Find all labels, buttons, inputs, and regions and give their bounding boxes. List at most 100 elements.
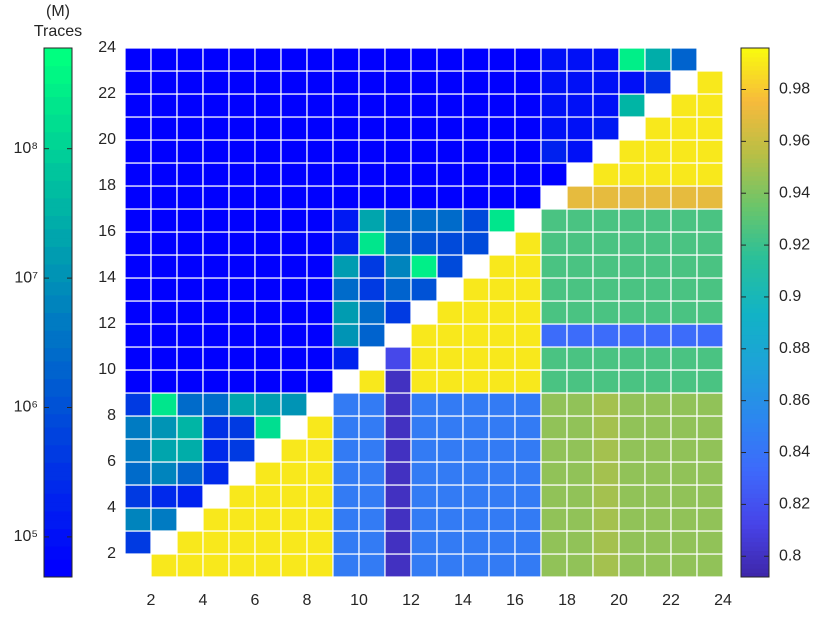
colorbar-band bbox=[44, 321, 72, 327]
colorbar-band bbox=[741, 316, 769, 322]
colorbar-band bbox=[741, 136, 769, 142]
heatmap-cell bbox=[228, 323, 256, 348]
heatmap-cell bbox=[566, 231, 594, 256]
colorbar-band bbox=[741, 387, 769, 393]
heatmap-cell bbox=[618, 185, 646, 210]
heatmap-cell bbox=[150, 93, 178, 118]
heatmap-cell bbox=[202, 323, 230, 348]
heatmap-cell bbox=[228, 369, 256, 394]
heatmap-cell bbox=[696, 116, 724, 141]
heatmap-cell bbox=[150, 70, 178, 95]
colorbar-band bbox=[44, 383, 72, 388]
heatmap-cell bbox=[696, 70, 724, 95]
heatmap-cell bbox=[462, 415, 490, 440]
heatmap-cell bbox=[540, 139, 568, 164]
heatmap-cell bbox=[462, 300, 490, 325]
colorbar-band bbox=[44, 488, 72, 494]
heatmap-cell bbox=[384, 300, 412, 325]
colorbar-band bbox=[44, 202, 72, 208]
y-tick-label: 18 bbox=[98, 177, 116, 194]
heatmap-cell bbox=[618, 254, 646, 279]
heatmap-cell bbox=[514, 116, 542, 141]
colorbar-band bbox=[741, 369, 769, 375]
heatmap-cell bbox=[332, 553, 360, 578]
heatmap-cell bbox=[488, 438, 516, 463]
colorbar-band bbox=[741, 325, 769, 331]
colorbar-band bbox=[741, 444, 769, 450]
heatmap-cell bbox=[514, 507, 542, 532]
heatmap-cell bbox=[254, 70, 282, 95]
colorbar-band bbox=[741, 431, 769, 437]
colorbar-band bbox=[741, 484, 769, 490]
colorbar-band bbox=[44, 515, 72, 521]
heatmap-cell bbox=[514, 70, 542, 95]
colorbar-band bbox=[44, 228, 72, 234]
heatmap-cell bbox=[176, 185, 204, 210]
heatmap-cell bbox=[670, 346, 698, 371]
heatmap-cell bbox=[540, 208, 568, 233]
colorbar-band bbox=[44, 365, 72, 371]
colorbar-band bbox=[741, 233, 769, 239]
heatmap-cell bbox=[670, 415, 698, 440]
heatmap-cell bbox=[436, 323, 464, 348]
colorbar-band bbox=[44, 286, 72, 291]
colorbar-band bbox=[741, 338, 769, 344]
colorbar-band bbox=[741, 189, 769, 194]
colorbar-band bbox=[741, 440, 769, 446]
colorbar-band bbox=[44, 559, 72, 565]
heatmap-cell bbox=[254, 553, 282, 578]
x-tick-label: 16 bbox=[506, 592, 524, 609]
colorbar-band bbox=[741, 153, 769, 159]
heatmap-cell bbox=[436, 530, 464, 555]
heatmap-cell bbox=[124, 392, 152, 417]
colorbar-band bbox=[44, 56, 72, 62]
heatmap-cell bbox=[280, 231, 308, 256]
heatmap-cell bbox=[514, 277, 542, 302]
heatmap-cell bbox=[124, 185, 152, 210]
heatmap-cell bbox=[384, 70, 412, 95]
heatmap-cell bbox=[540, 231, 568, 256]
heatmap-cell bbox=[228, 208, 256, 233]
heatmap-cell bbox=[488, 300, 516, 325]
x-tick-label: 2 bbox=[147, 592, 156, 609]
heatmap-cell bbox=[488, 254, 516, 279]
heatmap-cell bbox=[644, 323, 672, 348]
heatmap-cell bbox=[410, 208, 438, 233]
heatmap-cell bbox=[228, 392, 256, 417]
heatmap-cell bbox=[540, 484, 568, 509]
heatmap-cell bbox=[176, 438, 204, 463]
heatmap-cell bbox=[228, 415, 256, 440]
heatmap-cell bbox=[488, 185, 516, 210]
heatmap-cell bbox=[202, 162, 230, 187]
colorbar-band bbox=[741, 488, 769, 494]
colorbar-band bbox=[741, 506, 769, 512]
heatmap-cell bbox=[176, 277, 204, 302]
colorbar-band bbox=[741, 277, 769, 283]
heatmap-cell bbox=[202, 47, 230, 72]
heatmap-cell bbox=[696, 139, 724, 164]
heatmap-cell bbox=[150, 231, 178, 256]
colorbar-band bbox=[44, 537, 72, 543]
colorbar-band bbox=[741, 202, 769, 208]
heatmap-cell bbox=[124, 139, 152, 164]
heatmap-cell bbox=[280, 553, 308, 578]
heatmap-cell bbox=[514, 93, 542, 118]
colorbar-band bbox=[44, 211, 72, 217]
heatmap-cell bbox=[384, 369, 412, 394]
heatmap-cell bbox=[306, 254, 334, 279]
colorbar-band bbox=[44, 453, 72, 459]
colorbar-band bbox=[44, 519, 72, 525]
heatmap-cell bbox=[176, 484, 204, 509]
heatmap-cell bbox=[280, 277, 308, 302]
heatmap-cell bbox=[124, 369, 152, 394]
colorbar-band bbox=[741, 127, 769, 133]
colorbar-band bbox=[741, 334, 769, 340]
heatmap-cell bbox=[384, 231, 412, 256]
heatmap-cell bbox=[202, 553, 230, 578]
heatmap-cell bbox=[540, 254, 568, 279]
heatmap-cell bbox=[332, 438, 360, 463]
heatmap-cell bbox=[124, 47, 152, 72]
heatmap-cell bbox=[566, 461, 594, 486]
colorbar-band bbox=[44, 264, 72, 269]
heatmap-cell bbox=[280, 438, 308, 463]
